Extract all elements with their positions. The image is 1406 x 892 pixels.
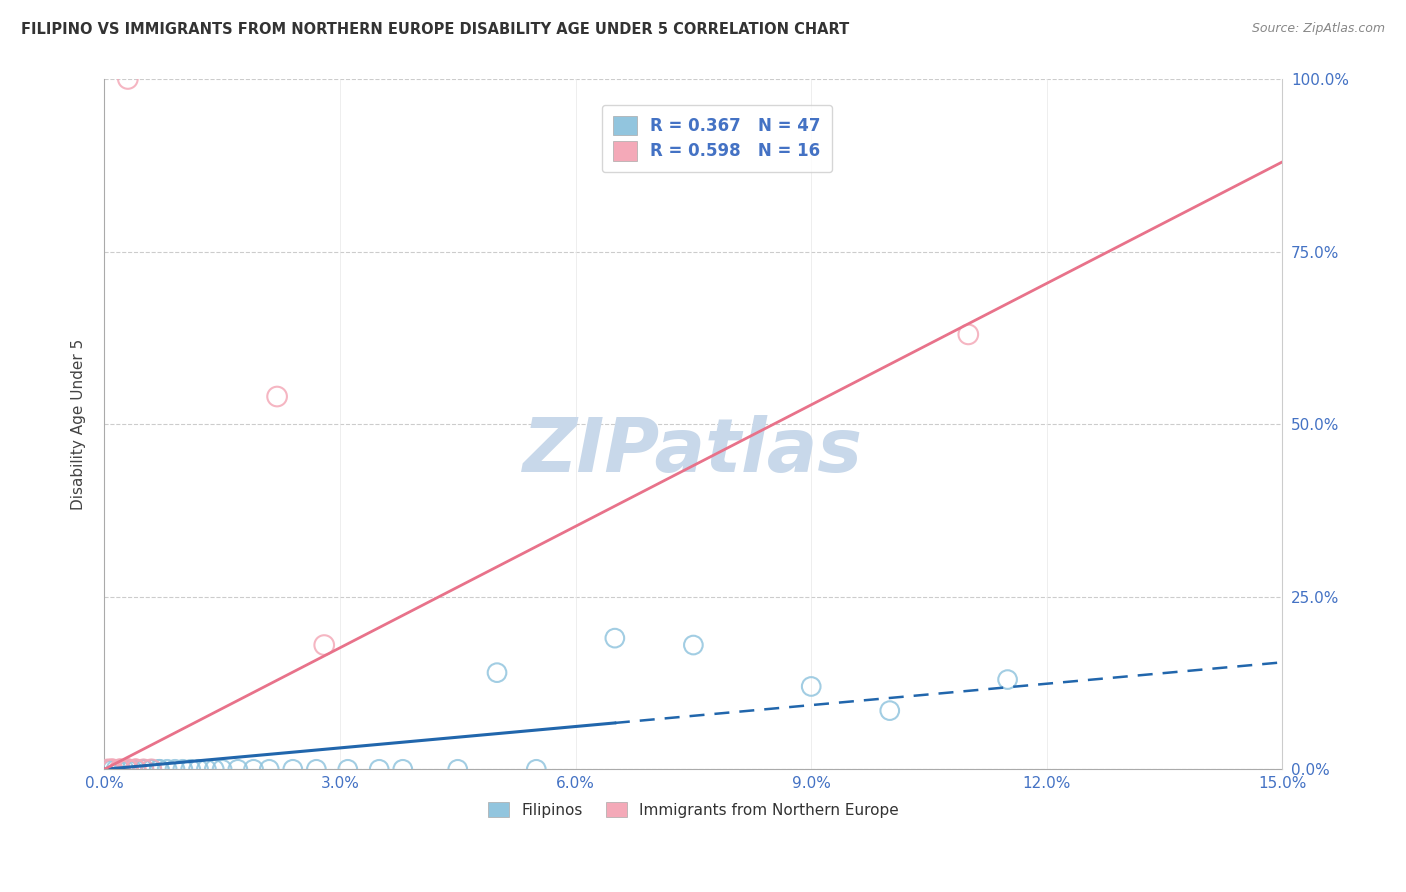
Text: FILIPINO VS IMMIGRANTS FROM NORTHERN EUROPE DISABILITY AGE UNDER 5 CORRELATION C: FILIPINO VS IMMIGRANTS FROM NORTHERN EUR…	[21, 22, 849, 37]
Point	[305, 762, 328, 776]
Text: ZIPatlas: ZIPatlas	[523, 416, 863, 488]
Point	[391, 762, 413, 776]
Point	[180, 762, 202, 776]
Point	[101, 762, 124, 776]
Point	[132, 762, 155, 776]
Point	[108, 762, 131, 776]
Point	[202, 762, 225, 776]
Point	[266, 390, 288, 404]
Point	[242, 762, 264, 776]
Point	[117, 762, 139, 776]
Point	[117, 762, 139, 776]
Point	[226, 762, 249, 776]
Point	[800, 680, 823, 694]
Point	[97, 762, 120, 776]
Point	[101, 762, 124, 776]
Point	[117, 762, 139, 776]
Point	[141, 762, 163, 776]
Point	[125, 762, 148, 776]
Point	[108, 762, 131, 776]
Point	[132, 762, 155, 776]
Legend: Filipinos, Immigrants from Northern Europe: Filipinos, Immigrants from Northern Euro…	[482, 796, 905, 824]
Point	[108, 762, 131, 776]
Point	[125, 762, 148, 776]
Y-axis label: Disability Age Under 5: Disability Age Under 5	[72, 339, 86, 509]
Point	[108, 762, 131, 776]
Point	[101, 762, 124, 776]
Point	[148, 762, 170, 776]
Point	[97, 762, 120, 776]
Point	[101, 762, 124, 776]
Point	[195, 762, 218, 776]
Point	[141, 762, 163, 776]
Point	[879, 704, 901, 718]
Point	[117, 762, 139, 776]
Point	[603, 631, 626, 645]
Point	[112, 762, 135, 776]
Point	[997, 673, 1019, 687]
Point	[117, 762, 139, 776]
Point	[108, 762, 131, 776]
Point	[117, 762, 139, 776]
Point	[211, 762, 233, 776]
Point	[336, 762, 359, 776]
Point	[156, 762, 179, 776]
Point	[141, 762, 163, 776]
Point	[163, 762, 186, 776]
Point	[368, 762, 391, 776]
Point	[148, 762, 170, 776]
Point	[117, 762, 139, 776]
Point	[314, 638, 336, 652]
Point	[105, 762, 128, 776]
Point	[125, 762, 148, 776]
Point	[957, 327, 980, 342]
Point	[132, 762, 155, 776]
Point	[187, 762, 209, 776]
Point	[172, 762, 194, 776]
Point	[132, 762, 155, 776]
Point	[281, 762, 304, 776]
Point	[486, 665, 509, 680]
Point	[682, 638, 704, 652]
Point	[524, 762, 547, 776]
Point	[257, 762, 280, 776]
Point	[447, 762, 470, 776]
Point	[125, 762, 148, 776]
Point	[125, 762, 148, 776]
Point	[121, 762, 143, 776]
Point	[117, 72, 139, 87]
Text: Source: ZipAtlas.com: Source: ZipAtlas.com	[1251, 22, 1385, 36]
